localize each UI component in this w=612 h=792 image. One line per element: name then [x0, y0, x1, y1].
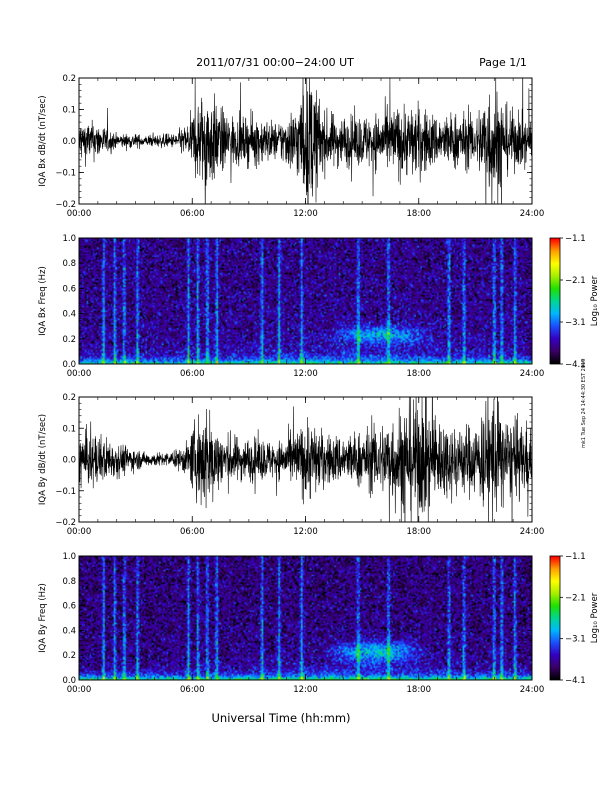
colorbar-tick-label: −1.1 — [565, 552, 586, 562]
x-tick-label: 12:00 — [293, 527, 318, 537]
figure-title: 2011/07/31 00:00−24:00 UT — [196, 56, 354, 69]
x-tick-label: 06:00 — [180, 369, 205, 379]
y-axis-label: IQA By dB/dt (nT/sec) — [38, 414, 48, 505]
y-tick-label: 0.0 — [62, 456, 76, 466]
colorbar-label: Log₁₀ Power — [590, 592, 600, 643]
spectrogram-image — [79, 238, 532, 364]
x-tick-label: 00:00 — [67, 527, 92, 537]
colorbar-tick-label: −1.1 — [565, 234, 586, 244]
y-axis-label: IQA Bx dB/dt (nT/sec) — [38, 95, 48, 186]
y-tick-label: 0.2 — [62, 393, 76, 403]
y-tick-label: −0.2 — [55, 518, 76, 528]
x-tick-label: 24:00 — [520, 527, 545, 537]
colorbar-gradient — [550, 556, 560, 680]
y-tick-label: 0.4 — [62, 310, 76, 320]
colorbar-tick-label: −4.1 — [565, 360, 586, 370]
panel-4: −1.1 −2.1 −3.1 −4.1 Log₁₀ Power 0.0 0.2 0.4 0.6 0… — [38, 552, 600, 695]
panel-2: −1.1 −2.1 −3.1 −4.1 Log₁₀ Power 0.0 0.2 0.4 0.6 0… — [38, 234, 600, 379]
y-tick-label: 0.1 — [62, 106, 76, 116]
x-tick-label: 24:00 — [520, 369, 545, 379]
x-tick-label: 00:00 — [67, 685, 92, 695]
colorbar-frame — [549, 237, 561, 365]
colorbar-frame — [549, 555, 561, 681]
x-tick-label: 00:00 — [67, 209, 92, 219]
y-tick-label: 0.0 — [62, 360, 76, 370]
x-tick-label: 18:00 — [407, 685, 432, 695]
panel-1: −0.2 −0.1 0.0 0.1 0.2 00:00 06:00 12:00 18:00 24:… — [38, 74, 545, 219]
panel-3: −0.2 −0.1 0.0 0.1 0.2 00:00 06:00 12:00 18:00 24:… — [38, 393, 545, 537]
x-tick-label: 06:00 — [180, 527, 205, 537]
x-tick-label: 18:00 — [407, 527, 432, 537]
series-trace — [79, 397, 532, 522]
colorbar-tick-label: −2.1 — [565, 593, 586, 603]
y-tick-label: 0.8 — [62, 577, 76, 587]
y-tick-label: 0.0 — [62, 137, 76, 147]
colorbar-tick-label: −2.1 — [565, 276, 586, 286]
panels-group: −0.2 −0.1 0.0 0.1 0.2 00:00 06:00 12:00 18:00 24:… — [38, 74, 600, 695]
y-tick-label: 0.4 — [62, 626, 76, 636]
y-axis-label: IQA By Freq (Hz) — [38, 583, 48, 653]
colorbar-gradient — [550, 238, 560, 364]
y-tick-label: 1.0 — [62, 552, 76, 562]
y-tick-label: 0.2 — [62, 74, 76, 84]
y-tick-label: 0.1 — [62, 424, 76, 434]
x-tick-label: 18:00 — [407, 369, 432, 379]
x-tick-label: 18:00 — [407, 209, 432, 219]
x-tick-label: 24:00 — [520, 685, 545, 695]
y-tick-label: 0.2 — [62, 335, 76, 345]
spectrogram-image — [79, 556, 532, 680]
y-tick-label: −0.1 — [55, 169, 76, 179]
y-tick-label: 0.8 — [62, 259, 76, 269]
x-tick-label: 06:00 — [180, 685, 205, 695]
x-tick-label: 12:00 — [293, 209, 318, 219]
x-axis-title: Universal Time (hh:mm) — [211, 711, 350, 725]
y-tick-label: 1.0 — [62, 234, 76, 244]
side-note: mk1 Tue Sep 24 14:44:30 EST 2019 — [581, 359, 587, 448]
y-tick-label: 0.0 — [62, 676, 76, 686]
y-axis-label: IQA Bx Freq (Hz) — [38, 266, 48, 336]
page-indicator: Page 1/1 — [479, 56, 527, 69]
series-trace — [79, 78, 532, 204]
x-tick-label: 00:00 — [67, 369, 92, 379]
colorbar-tick-label: −4.1 — [565, 676, 586, 686]
colorbar-tick-label: −3.1 — [565, 318, 586, 328]
colorbar-tick-label: −3.1 — [565, 635, 586, 645]
y-tick-label: 0.6 — [62, 602, 76, 612]
x-tick-label: 12:00 — [293, 685, 318, 695]
y-tick-label: −0.2 — [55, 200, 76, 210]
y-tick-label: 0.2 — [62, 651, 76, 661]
x-tick-label: 06:00 — [180, 209, 205, 219]
colorbar-label: Log₁₀ Power — [590, 275, 600, 326]
y-tick-label: 0.6 — [62, 284, 76, 294]
y-tick-label: −0.1 — [55, 487, 76, 497]
x-tick-label: 24:00 — [520, 209, 545, 219]
x-tick-label: 12:00 — [293, 369, 318, 379]
